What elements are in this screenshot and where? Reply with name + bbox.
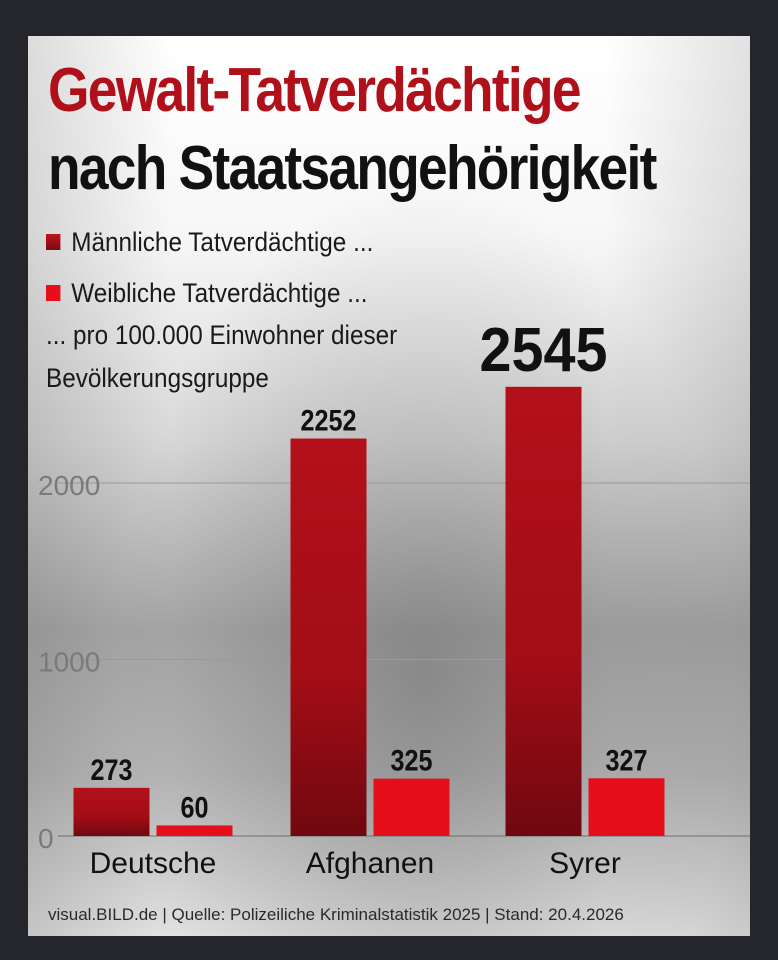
source-footer: visual.BILD.de | Quelle: Polizeiliche Kr… xyxy=(48,905,624,924)
bar-male xyxy=(290,438,367,836)
legend-note-continued: Bevölkerungsgruppe xyxy=(46,363,269,393)
bar-female xyxy=(373,778,450,836)
bar-male xyxy=(73,787,150,836)
legend-swatch-female xyxy=(46,284,61,301)
y-tick-label: 0 xyxy=(38,823,54,854)
data-label: 327 xyxy=(606,744,648,777)
data-labels: 273 60 2252 325 2545 327 xyxy=(91,316,648,825)
bar-chart: 273 60 2252 325 2545 327 0 1000 2000 Deutsche Afg… xyxy=(38,316,750,880)
legend-item-male: Männliche Tatverdächtige ... xyxy=(46,227,374,258)
infographic-card: Gewalt-Tatverdächtige nach Staatsangehör… xyxy=(28,36,750,936)
y-tick-label: 2000 xyxy=(38,470,100,501)
x-tick-label: Afghanen xyxy=(306,847,434,880)
legend-note: ... pro 100.000 Einwohner dieser xyxy=(46,320,398,350)
x-tick-label: Deutsche xyxy=(90,847,217,880)
bars xyxy=(73,386,665,836)
bar-male xyxy=(505,386,582,836)
legend-swatch-male xyxy=(46,233,61,250)
bar-female xyxy=(588,778,665,836)
data-label: 2252 xyxy=(301,405,357,438)
chart-title: Gewalt-Tatverdächtige xyxy=(48,56,582,125)
data-label: 2545 xyxy=(480,316,608,385)
legend-label-female: Weibliche Tatverdächtige ... xyxy=(71,278,368,308)
legend-item-female: Weibliche Tatverdächtige ... xyxy=(46,278,368,309)
data-label: 60 xyxy=(181,791,209,824)
chart-subtitle: nach Staatsangehörigkeit xyxy=(48,134,657,203)
y-tick-label: 1000 xyxy=(38,647,100,678)
x-tick-label: Syrer xyxy=(549,847,621,880)
data-label: 273 xyxy=(91,754,133,787)
legend-label-male: Männliche Tatverdächtige ... xyxy=(71,227,374,257)
bar-female xyxy=(156,825,233,836)
axis-labels: 0 1000 2000 Deutsche Afghanen Syrer xyxy=(38,470,621,880)
data-label: 325 xyxy=(391,745,433,778)
